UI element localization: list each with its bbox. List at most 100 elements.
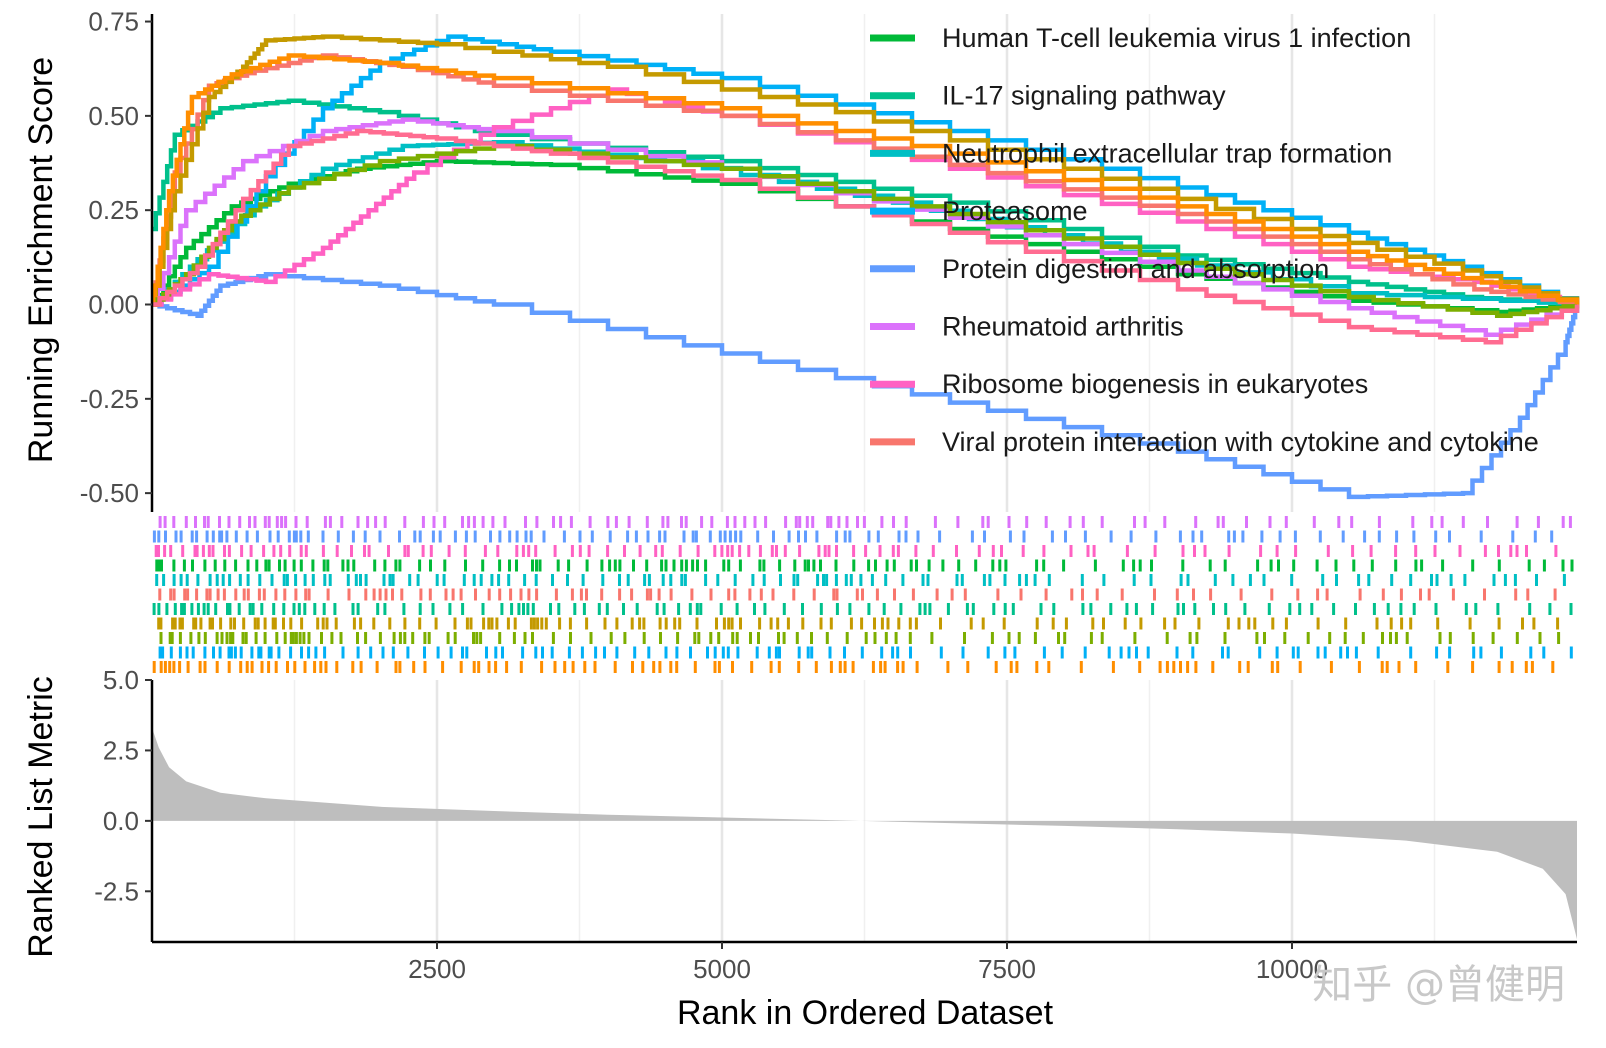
legend-label: Proteasome — [942, 196, 1088, 226]
gene-hit-tick — [1306, 632, 1310, 644]
gene-hit-tick — [823, 545, 827, 557]
gene-hit-tick — [322, 603, 326, 615]
gene-hit-tick — [1479, 530, 1483, 543]
gene-hit-tick — [418, 617, 422, 630]
gene-hit-tick — [1239, 588, 1243, 601]
gene-hit-tick — [758, 559, 762, 572]
gene-hit-tick — [403, 516, 407, 528]
gene-hit-tick — [909, 559, 913, 572]
gene-hit-tick — [158, 588, 162, 601]
gene-hit-tick — [366, 516, 370, 528]
gene-hit-tick — [215, 661, 219, 673]
gene-hit-tick — [867, 603, 871, 615]
gene-hit-tick — [1018, 574, 1022, 586]
gene-hit-tick — [1009, 661, 1013, 673]
gene-hit-tick — [691, 559, 695, 572]
gene-hit-tick — [155, 559, 159, 572]
gene-hit-tick — [683, 574, 687, 586]
gene-hit-tick — [240, 545, 244, 557]
gene-hit-tick — [885, 559, 889, 572]
gene-hit-tick — [1119, 646, 1123, 659]
gene-hit-tick — [1294, 545, 1298, 557]
gene-hit-tick — [273, 617, 277, 630]
gene-hit-tick — [490, 617, 494, 630]
gene-hit-tick — [1497, 661, 1501, 673]
gene-hit-tick — [901, 661, 905, 673]
gene-hit-tick — [179, 574, 183, 586]
gene-hit-tick — [603, 617, 607, 630]
gene-hit-tick — [381, 646, 385, 659]
gene-hit-tick — [215, 574, 219, 586]
gene-hit-tick — [1102, 574, 1106, 586]
gene-hit-tick — [1430, 574, 1433, 586]
gene-hit-tick — [725, 516, 729, 528]
gene-hit-tick — [739, 617, 742, 630]
gene-hit-tick — [838, 661, 842, 673]
gene-hit-tick — [155, 574, 159, 586]
gene-hit-tick — [384, 588, 388, 601]
gene-hit-tick — [1017, 632, 1021, 644]
gene-hit-tick — [884, 632, 888, 644]
gene-hit-tick — [1068, 516, 1072, 528]
gene-hit-tick — [1238, 661, 1242, 673]
gene-hit-tick — [731, 661, 734, 673]
gene-hit-tick — [413, 530, 417, 543]
gene-hit-tick — [623, 545, 626, 557]
gene-hit-tick — [494, 646, 498, 659]
gene-hit-tick — [642, 632, 646, 644]
gene-hit-tick — [1521, 617, 1524, 630]
gene-hit-tick — [1064, 617, 1068, 630]
gene-hit-tick — [378, 588, 382, 601]
gene-hit-tick — [1100, 632, 1104, 644]
gene-hit-tick — [733, 588, 737, 601]
gene-hit-tick — [288, 545, 292, 557]
gene-hit-tick — [1357, 661, 1361, 673]
gene-hit-tick — [350, 545, 353, 557]
gene-hit-tick — [341, 559, 345, 572]
gene-hit-tick — [597, 603, 601, 615]
gene-hit-tick — [1510, 661, 1514, 673]
gene-hit-tick — [852, 559, 856, 572]
gene-hit-tick — [1448, 530, 1451, 543]
gene-hit-tick — [227, 516, 231, 528]
gene-hit-tick — [861, 588, 864, 601]
gene-hit-tick — [1568, 516, 1572, 528]
enrichment-line-7 — [152, 87, 1580, 307]
gene-hit-tick — [638, 617, 642, 630]
legend-label: Neutrophil extracellular trap formation — [942, 138, 1392, 168]
gene-hit-tick — [816, 574, 820, 586]
gene-hit-tick — [398, 661, 402, 673]
gene-hit-tick — [658, 661, 662, 673]
gene-hit-tick — [372, 588, 376, 601]
gene-hit-tick — [1125, 603, 1129, 615]
gene-hit-tick — [845, 516, 849, 528]
gene-hit-tick — [571, 661, 575, 673]
gene-hit-tick — [1224, 603, 1228, 615]
gene-hit-tick — [593, 661, 597, 673]
gene-hit-tick — [1341, 530, 1345, 543]
gene-hit-tick — [579, 588, 583, 601]
gene-hit-tick — [267, 516, 271, 528]
gene-hit-tick — [323, 574, 327, 586]
gene-hit-tick — [998, 559, 1002, 572]
legend-label: Ribosome biogenesis in eukaryotes — [942, 369, 1368, 399]
gene-hit-tick — [171, 617, 175, 630]
gene-hit-tick — [174, 530, 178, 543]
gene-hit-tick — [1361, 632, 1365, 644]
gene-hit-tick — [689, 646, 692, 659]
gene-hit-tick — [568, 617, 572, 630]
gene-hit-tick — [661, 516, 665, 528]
gene-hit-tick — [219, 617, 223, 630]
gene-hit-tick — [726, 545, 730, 557]
x-tick-label: 7500 — [978, 954, 1036, 984]
gene-hit-tick — [969, 617, 973, 630]
gene-hit-tick — [1007, 516, 1011, 528]
gene-hit-tick — [567, 646, 571, 659]
gene-hit-tick — [633, 646, 637, 659]
gene-hit-tick — [1536, 516, 1540, 528]
gene-hit-tick — [1334, 559, 1338, 572]
gene-hit-tick — [398, 632, 402, 644]
gene-hit-tick — [553, 545, 557, 557]
gene-hit-tick — [524, 516, 527, 528]
gene-hit-tick — [300, 646, 303, 659]
